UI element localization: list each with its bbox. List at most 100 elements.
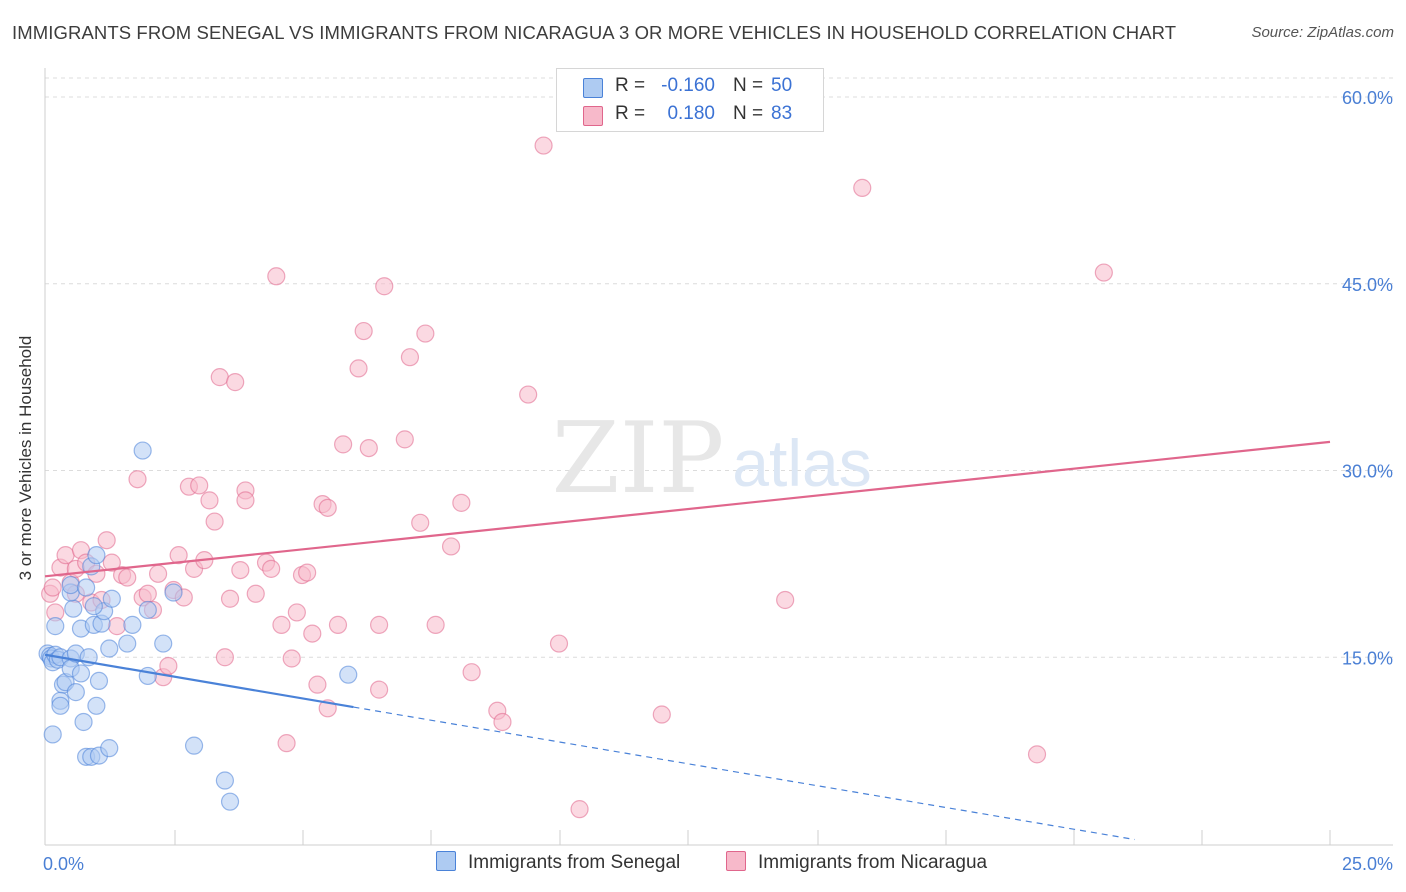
nicaragua-point [262,559,281,578]
legend-r-value: 0.180 [667,103,715,124]
y-tick-label: 60.0% [1342,88,1393,108]
nicaragua-point [277,734,296,753]
legend-swatch-nicaragua [583,106,603,126]
legend-r-label: R = [615,75,646,96]
legend-n-value: 83 [771,103,793,124]
senegal-point [154,634,173,653]
nicaragua-point [226,373,245,392]
nicaragua-trend-line [44,440,1331,578]
nicaragua-point [220,589,240,608]
watermark-zip: ZIP [552,402,725,516]
nicaragua-point [359,438,378,458]
senegal-point [138,600,157,620]
nicaragua-point [43,578,62,597]
legend-n-label: N = [733,75,764,96]
legend-n-value: 50 [771,75,793,96]
nicaragua-point [452,493,471,512]
senegal-point [100,739,119,758]
nicaragua-point [652,705,671,724]
y-tick-label: 30.0% [1342,462,1393,482]
senegal-point [89,671,109,691]
nicaragua-point [462,663,481,682]
legend-swatch-senegal [583,78,603,98]
nicaragua-point [349,359,368,378]
nicaragua-point [370,680,389,699]
nicaragua-point [493,712,512,732]
senegal-point [51,696,70,715]
nicaragua-point [426,615,445,634]
nicaragua-point [776,590,795,610]
nicaragua-point [308,675,327,694]
senegal-point [123,615,142,634]
legend-row-senegal: R = -0.160 N = 50 [557,72,823,100]
legend-r-label: R = [615,103,646,124]
nicaragua-point [400,348,420,367]
nicaragua-point [246,584,265,603]
nicaragua-point [102,553,121,572]
nicaragua-point [210,368,229,387]
bottom-legend-swatch-senegal [436,851,456,871]
nicaragua-point [272,615,291,634]
source-label: Source: ZipAtlas.com [1251,24,1394,41]
senegal-point [102,589,121,608]
senegal-point [66,683,85,702]
senegal-trend-line [44,653,354,709]
nicaragua-point [169,546,188,565]
senegal-point [84,597,103,616]
legend-n-label: N = [733,103,764,124]
senegal-point [164,583,183,602]
nicaragua-point [138,584,157,603]
senegal-point [220,792,240,811]
nicaragua-point [282,649,301,668]
nicaragua-point [159,656,178,676]
nicaragua-point [190,476,209,495]
watermark-atlas: atlas [732,426,871,500]
bottom-legend-senegal: Immigrants from Senegal [436,851,680,874]
nicaragua-point [215,648,234,667]
senegal-point [118,634,137,653]
legend-row-nicaragua: R = 0.180 N = 83 [557,100,823,128]
senegal-point [46,617,65,636]
bottom-legend-swatch-nicaragua [726,851,746,871]
x-tick-label: 0.0% [43,854,84,874]
senegal-point [61,575,80,595]
nicaragua-point [370,615,389,634]
trend-layer [44,440,1331,841]
senegal-point [77,578,96,597]
y-tick-label: 15.0% [1342,648,1393,668]
nicaragua-point [200,491,219,510]
nicaragua-point [107,617,127,636]
nicaragua-point [328,615,348,634]
senegal-trend-extension [353,706,1135,841]
nicaragua-point [318,498,337,517]
points-layer [38,136,1113,819]
senegal-point [87,696,106,715]
y-tick-label: 45.0% [1342,275,1393,295]
nicaragua-point [411,513,430,532]
nicaragua-point [395,430,414,449]
axis-layer [44,68,1393,846]
y-axis-label: 3 or more Vehicles in Household [16,335,35,581]
senegal-point [74,712,93,732]
nicaragua-point [416,324,435,343]
nicaragua-point [267,267,286,286]
senegal-point [64,599,83,618]
nicaragua-point [853,178,872,197]
senegal-point [100,639,119,658]
nicaragua-point [231,560,250,580]
nicaragua-point [1094,263,1113,282]
bottom-legend-label-nicaragua: Immigrants from Nicaragua [758,852,988,873]
nicaragua-point [148,564,168,583]
nicaragua-point [334,435,353,454]
bottom-legend-label-senegal: Immigrants from Senegal [468,852,681,873]
senegal-point [138,666,157,686]
nicaragua-point [1027,745,1047,764]
nicaragua-point [354,321,373,341]
legend-r-value: -0.160 [661,75,715,96]
nicaragua-point [287,603,306,622]
senegal-point [215,771,234,790]
nicaragua-point [570,800,589,819]
nicaragua-point [118,568,137,587]
tick-label-layer: 15.0% 30.0% 45.0% 60.0% 0.0% 25.0% [43,88,1393,874]
nicaragua-point [375,277,394,296]
